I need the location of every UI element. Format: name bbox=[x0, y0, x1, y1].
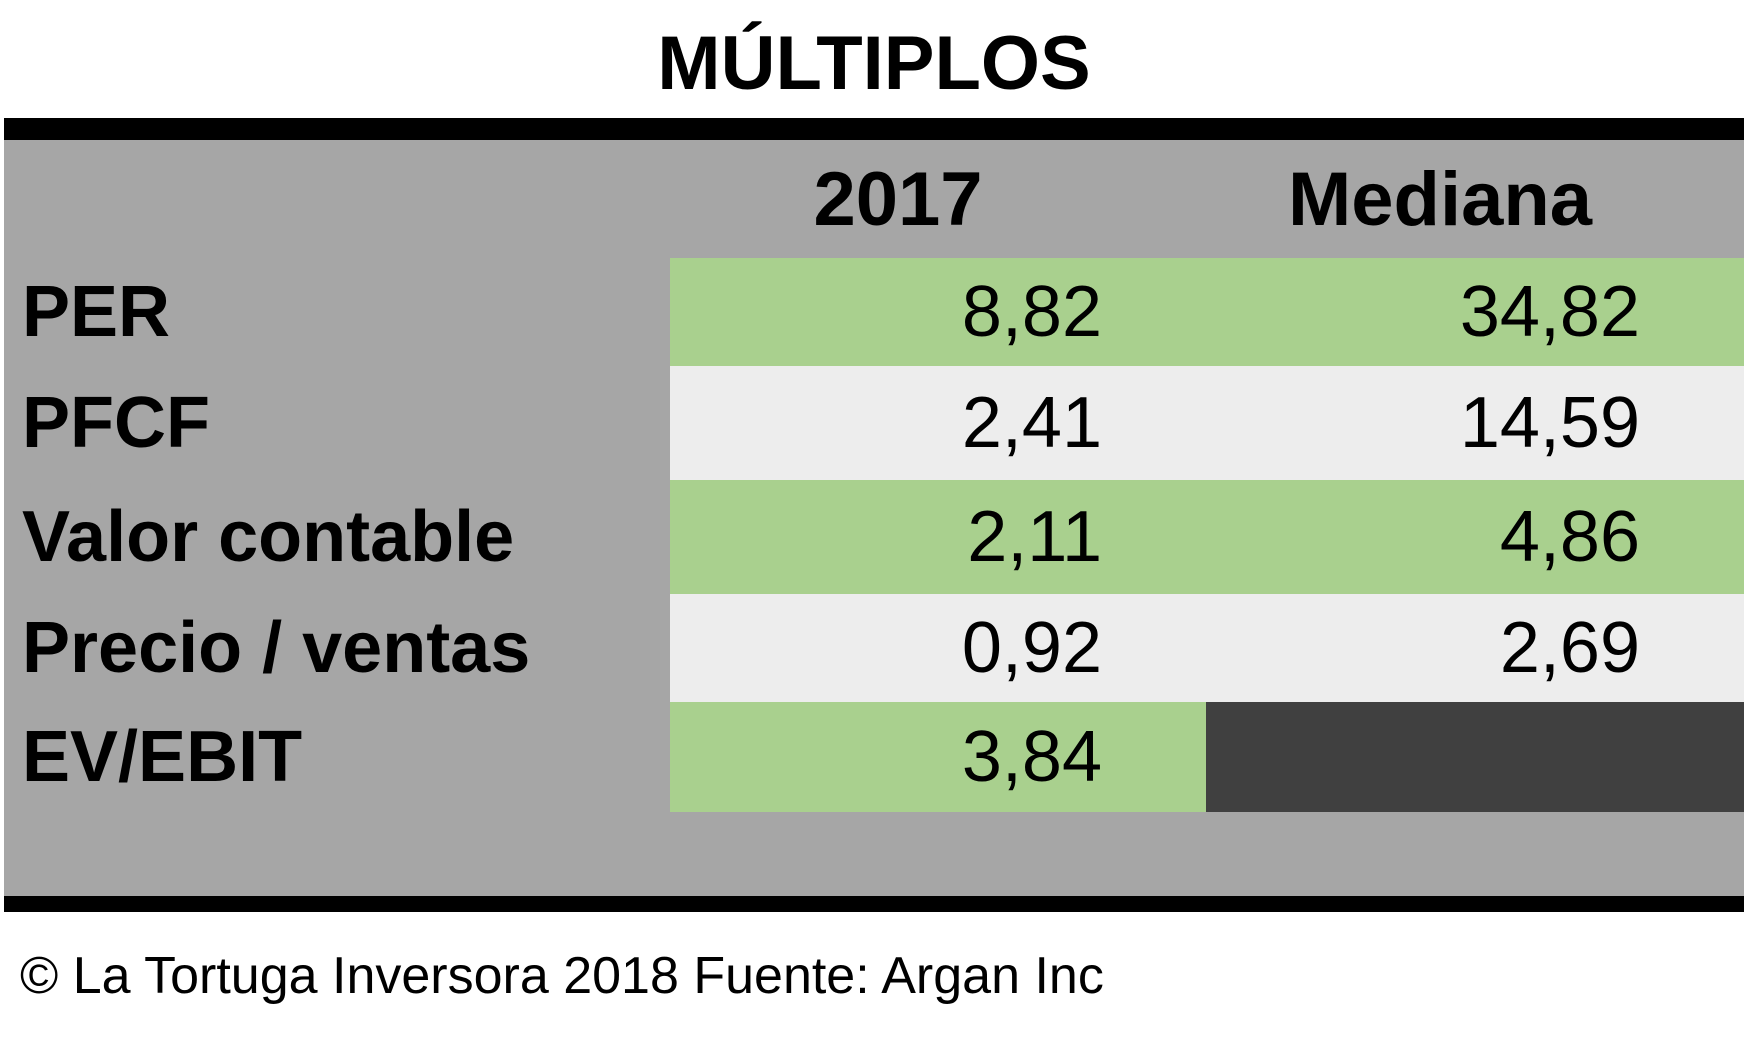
table-row: Precio / ventas 0,92 2,69 bbox=[4, 594, 1744, 702]
value-mediana: 2,69 bbox=[1206, 594, 1744, 702]
table-row: EV/EBIT 3,84 bbox=[4, 702, 1744, 812]
row-label: PER bbox=[4, 258, 670, 366]
column-header-mediana: Mediana bbox=[1287, 156, 1593, 242]
value-mediana: 14,59 bbox=[1206, 366, 1744, 480]
value-2017: 3,84 bbox=[670, 702, 1206, 812]
table-row: PFCF 2,41 14,59 bbox=[4, 366, 1744, 480]
row-label: Valor contable bbox=[4, 480, 670, 594]
column-header-2017: 2017 bbox=[813, 156, 983, 242]
value-2017: 8,82 bbox=[670, 258, 1206, 366]
value-mediana: 4,86 bbox=[1206, 480, 1744, 594]
table-title: MÚLTIPLOS bbox=[657, 21, 1091, 106]
source-footer: © La Tortuga Inversora 2018 Fuente: Arga… bbox=[20, 947, 1104, 1005]
row-label: EV/EBIT bbox=[4, 702, 670, 812]
value-2017: 2,41 bbox=[670, 366, 1206, 480]
value-2017: 0,92 bbox=[670, 594, 1206, 702]
row-label: PFCF bbox=[4, 366, 670, 480]
row-label: Precio / ventas bbox=[4, 594, 670, 702]
value-mediana: 34,82 bbox=[1206, 258, 1744, 366]
value-2017: 2,11 bbox=[670, 480, 1206, 594]
value-mediana-empty bbox=[1206, 702, 1744, 812]
table-row: PER 8,82 34,82 bbox=[4, 258, 1744, 366]
multiples-table: 2017 Mediana PER 8,82 34,82 PFCF 2,41 14… bbox=[4, 118, 1744, 912]
table-row: Valor contable 2,11 4,86 bbox=[4, 480, 1744, 594]
header-corner bbox=[4, 140, 670, 258]
header-row: 2017 Mediana bbox=[4, 140, 1744, 258]
